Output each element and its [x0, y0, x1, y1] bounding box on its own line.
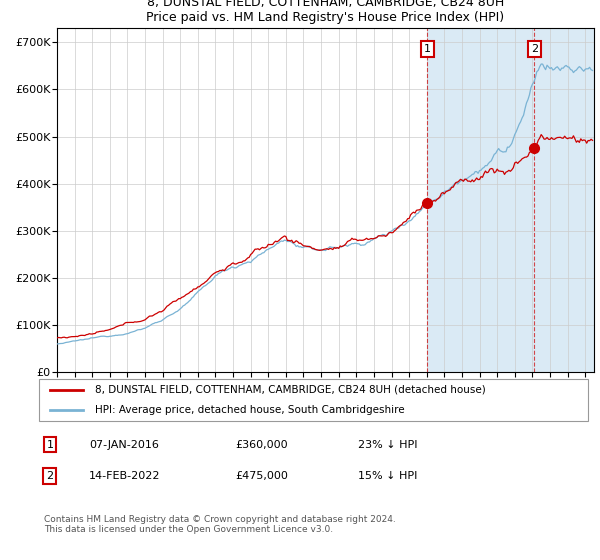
Text: 07-JAN-2016: 07-JAN-2016: [89, 440, 159, 450]
Text: 14-FEB-2022: 14-FEB-2022: [89, 471, 161, 481]
Text: £360,000: £360,000: [235, 440, 287, 450]
Text: £475,000: £475,000: [235, 471, 288, 481]
Bar: [427, 28, 594, 372]
Text: 23% ↓ HPI: 23% ↓ HPI: [358, 440, 418, 450]
Text: 1: 1: [424, 44, 431, 54]
FancyBboxPatch shape: [38, 379, 589, 421]
Text: HPI: Average price, detached house, South Cambridgeshire: HPI: Average price, detached house, Sout…: [95, 405, 404, 415]
Text: 2: 2: [46, 471, 53, 481]
Text: 8, DUNSTAL FIELD, COTTENHAM, CAMBRIDGE, CB24 8UH (detached house): 8, DUNSTAL FIELD, COTTENHAM, CAMBRIDGE, …: [95, 385, 485, 395]
Text: 2: 2: [531, 44, 538, 54]
Text: 1: 1: [46, 440, 53, 450]
Title: 8, DUNSTAL FIELD, COTTENHAM, CAMBRIDGE, CB24 8UH
Price paid vs. HM Land Registry: 8, DUNSTAL FIELD, COTTENHAM, CAMBRIDGE, …: [146, 0, 505, 24]
Text: Contains HM Land Registry data © Crown copyright and database right 2024.
This d: Contains HM Land Registry data © Crown c…: [44, 515, 396, 534]
Text: 15% ↓ HPI: 15% ↓ HPI: [358, 471, 418, 481]
